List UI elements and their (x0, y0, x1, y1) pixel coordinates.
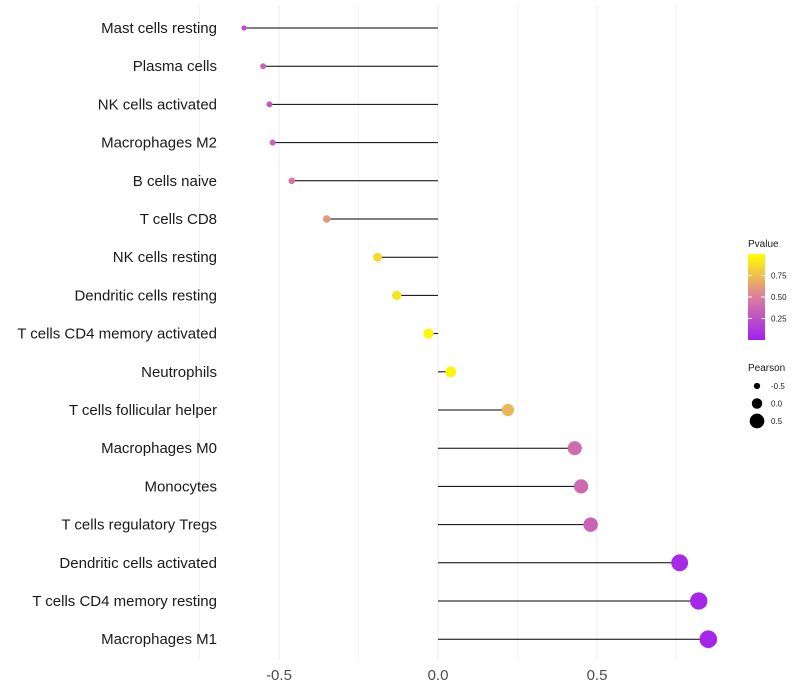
size-legend-dot (751, 398, 763, 409)
x-tick-labels: -0.5 0.0 0.5 (266, 667, 607, 684)
data-point (391, 290, 402, 301)
data-point (583, 517, 598, 532)
size-legend-label: 0.0 (771, 400, 783, 409)
category-label: T cells CD4 memory activated (17, 326, 217, 343)
data-point (269, 139, 276, 146)
category-label: Macrophages M0 (101, 440, 217, 457)
category-label: Plasma cells (133, 58, 217, 75)
data-point (322, 215, 331, 223)
category-label: Neutrophils (141, 364, 217, 381)
colorbar-tick-label: 0.75 (771, 272, 787, 281)
category-label: T cells regulatory Tregs (61, 517, 217, 534)
category-label: NK cells activated (98, 96, 217, 113)
pearson-legend: Pearson -0.5 0.0 0.5 (748, 363, 785, 429)
colorbar-tick-label: 0.25 (771, 315, 787, 324)
category-label: Macrophages M2 (101, 135, 217, 152)
data-point (690, 592, 708, 610)
data-point (445, 366, 457, 378)
category-label: Mast cells resting (101, 20, 217, 37)
points (241, 25, 718, 648)
category-label: Macrophages M1 (101, 631, 217, 648)
category-label: T cells follicular helper (69, 402, 217, 419)
category-label: T cells CD4 memory resting (32, 593, 217, 610)
size-legend-dot (749, 413, 765, 429)
category-label: B cells naive (133, 173, 217, 190)
pearson-legend-title: Pearson (748, 363, 785, 374)
data-point (423, 328, 434, 339)
data-point (373, 252, 383, 262)
data-point (573, 479, 589, 494)
category-label: Monocytes (144, 478, 217, 495)
data-point (288, 177, 296, 185)
data-point (699, 630, 718, 648)
category-label: T cells CD8 (140, 211, 217, 228)
size-legend-dot (753, 382, 761, 390)
pvalue-legend-title: Pvalue (748, 239, 779, 250)
colorbar-tick-label: 0.50 (771, 293, 787, 302)
data-point (260, 63, 267, 70)
stems (244, 27, 709, 640)
data-point (266, 101, 273, 108)
pvalue-colorbar (748, 254, 765, 340)
pvalue-legend: Pvalue 0.75 0.50 0.25 (748, 239, 787, 340)
category-label: NK cells resting (113, 249, 217, 266)
data-point (241, 25, 247, 31)
data-point (567, 441, 582, 456)
x-tick-label: -0.5 (266, 667, 292, 684)
grid-lines (199, 5, 677, 660)
size-legend-label: 0.5 (771, 417, 783, 426)
size-legend-label: -0.5 (771, 382, 785, 391)
category-label: Dendritic cells resting (74, 287, 217, 304)
category-label: Dendritic cells activated (59, 555, 217, 572)
category-labels: Mast cells resting Plasma cells NK cells a… (17, 20, 217, 648)
x-tick-label: 0.5 (587, 667, 608, 684)
data-point (671, 554, 689, 572)
x-tick-label: 0.0 (428, 667, 449, 684)
data-point (501, 403, 515, 417)
